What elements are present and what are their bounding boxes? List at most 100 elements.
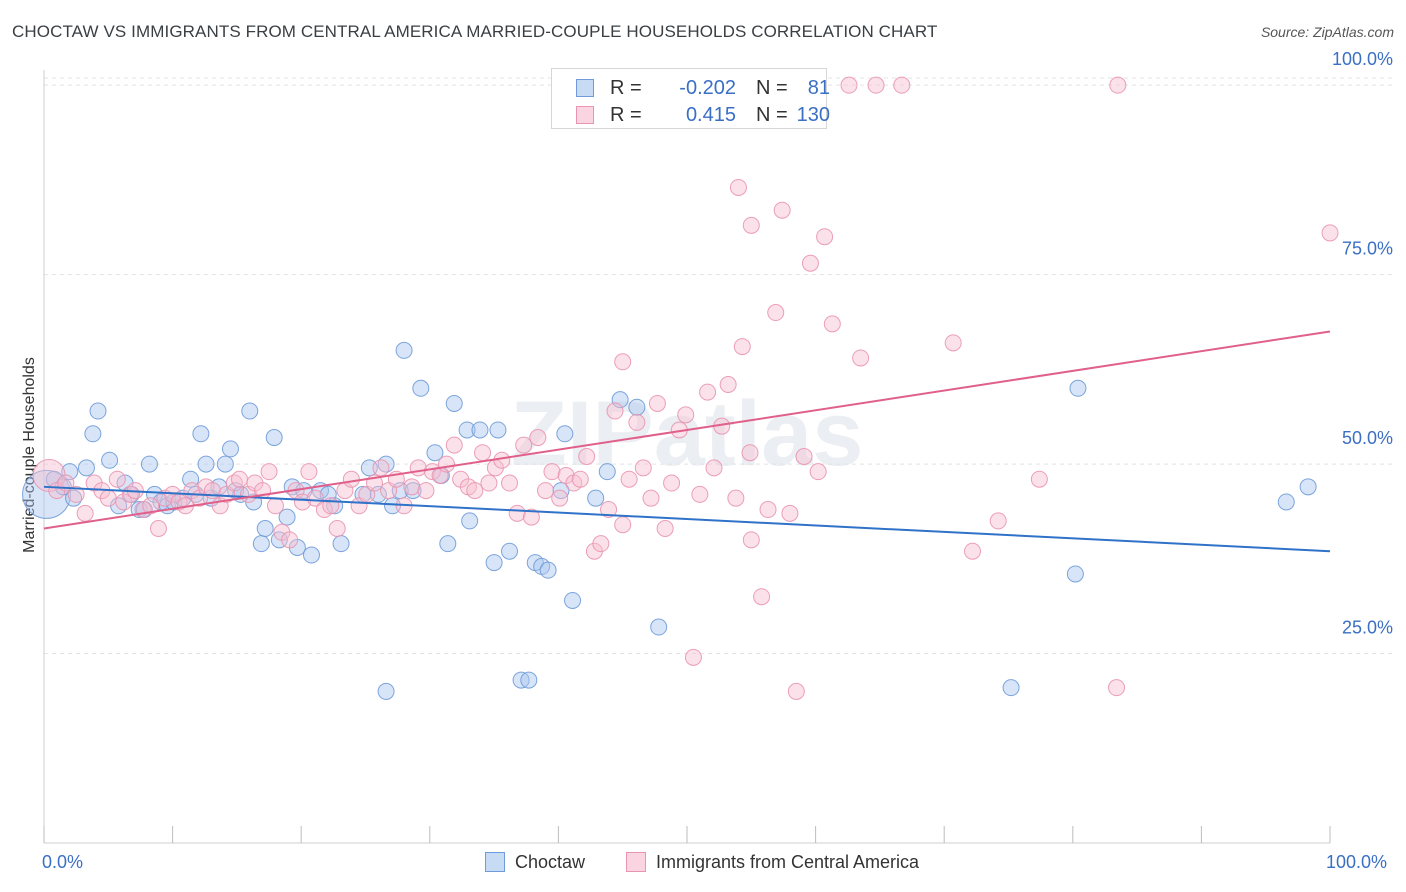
data-point [840, 76, 858, 94]
data-point [556, 425, 574, 443]
y-tick-label: 75.0% [1342, 239, 1393, 259]
data-point [781, 504, 799, 522]
data-point [501, 542, 519, 560]
data-point [1109, 76, 1127, 94]
data-point [101, 451, 119, 469]
legend-item-choctaw[interactable]: Choctaw [485, 852, 585, 876]
data-point [252, 535, 270, 553]
data-point [600, 501, 618, 519]
trend-line-choctaw [43, 485, 1331, 553]
grid-lines [44, 77, 1392, 655]
data-point [342, 470, 360, 488]
legend-label-immigrants: Immigrants from Central America [656, 852, 920, 872]
data-point [801, 254, 819, 272]
data-point [893, 76, 911, 94]
series-choctaw [22, 341, 1317, 700]
data-point [302, 546, 320, 564]
data-point [84, 425, 102, 443]
y-tick-label: 100.0% [1332, 49, 1393, 69]
data-point [809, 463, 827, 481]
data-point [614, 353, 632, 371]
data-point [438, 455, 456, 473]
data-point [705, 459, 723, 477]
data-point [753, 588, 771, 606]
data-point [265, 429, 283, 447]
data-point [852, 349, 870, 367]
data-point [606, 402, 624, 420]
data-point [578, 448, 596, 465]
data-point [611, 391, 629, 409]
data-point [108, 470, 126, 488]
data-point [197, 455, 215, 473]
data-point [266, 497, 284, 515]
legend-item-immigrants[interactable]: Immigrants from Central America [626, 852, 919, 876]
data-point [77, 459, 95, 477]
data-point [742, 531, 760, 549]
data-point [278, 508, 296, 526]
data-point [989, 512, 1007, 530]
data-point [293, 493, 311, 511]
data-point [767, 304, 785, 322]
data-point [592, 535, 610, 553]
data-point [663, 474, 681, 492]
data-point [759, 501, 777, 519]
source-credit: Source: ZipAtlas.com [1260, 24, 1394, 40]
data-point [221, 440, 239, 458]
x-tick-min: 0.0% [42, 852, 84, 872]
data-point [281, 531, 299, 549]
legend-label-choctaw: Choctaw [515, 852, 586, 872]
data-point [656, 519, 674, 537]
data-point [684, 648, 702, 666]
data-point [501, 474, 519, 492]
data-point [963, 542, 981, 560]
data-point [260, 463, 278, 481]
data-point [628, 413, 646, 431]
data-point [409, 459, 427, 477]
trend-lines [43, 330, 1331, 553]
data-point [332, 535, 350, 553]
r-label: R = [610, 104, 642, 126]
data-point [142, 497, 160, 515]
data-point [474, 444, 492, 462]
data-point [256, 519, 274, 537]
data-point [677, 406, 695, 424]
data-point [241, 402, 259, 420]
data-point [417, 482, 435, 500]
data-point [598, 463, 616, 481]
axes [43, 70, 1331, 844]
data-point [306, 489, 324, 507]
data-point [328, 519, 346, 537]
n-label: N = [756, 104, 788, 126]
data-point [587, 489, 605, 507]
data-point [360, 459, 378, 477]
stats-box: R = -0.202 N = 81 R = 0.415 N = 130 [551, 68, 830, 129]
trend-line-immigrants [43, 330, 1331, 530]
data-point [551, 489, 569, 507]
data-point [816, 228, 834, 246]
data-point [1002, 679, 1020, 697]
data-point [230, 470, 248, 488]
data-point [67, 485, 85, 503]
data-point [369, 485, 387, 503]
data-point [403, 478, 421, 496]
y-tick-labels: 25.0% 50.0% 75.0% 100.0% [1332, 49, 1393, 637]
data-point [727, 489, 745, 507]
data-point [485, 554, 503, 572]
data-point [634, 459, 652, 477]
data-point [699, 383, 717, 401]
data-point [458, 421, 476, 439]
data-point [537, 482, 555, 500]
x-tick-max: 100.0% [1326, 852, 1388, 872]
data-point [445, 394, 463, 412]
data-point [1321, 224, 1339, 242]
data-point [515, 436, 533, 454]
data-point [149, 519, 167, 537]
data-point [620, 470, 638, 488]
y-tick-label: 50.0% [1342, 428, 1393, 448]
r-label: R = [610, 77, 642, 99]
data-point [99, 489, 117, 507]
data-point [642, 489, 660, 507]
data-point [140, 455, 158, 473]
data-point [729, 178, 747, 196]
